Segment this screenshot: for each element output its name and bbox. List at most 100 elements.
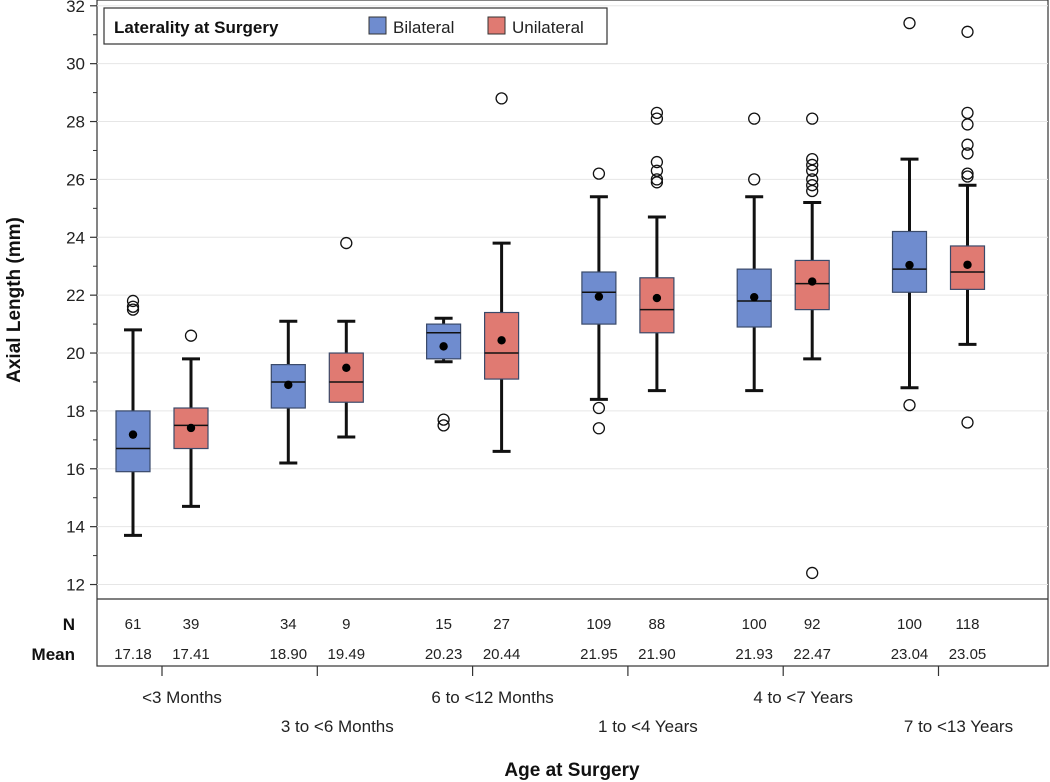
outlier-point <box>806 566 819 580</box>
legend-title: Laterality at Surgery <box>114 18 279 37</box>
outlier-point <box>961 170 974 183</box>
legend: Laterality at Surgery Bilateral Unilater… <box>103 7 608 45</box>
mean-marker <box>128 430 138 439</box>
box-iqr <box>115 410 151 473</box>
box-iqr <box>484 311 520 380</box>
stat-mean-value: 17.41 <box>172 646 210 663</box>
box-unilateral-3 <box>639 106 675 393</box>
stat-mean-value: 18.90 <box>270 646 308 663</box>
stat-mean-value: 21.95 <box>580 646 618 663</box>
outlier-point <box>437 413 450 426</box>
y-axis: 12 14 16 18 20 22 24 26 28 30 32 <box>66 0 97 595</box>
stat-n-value: 39 <box>183 616 200 633</box>
box-iqr <box>328 352 364 403</box>
stat-mean-value: 22.47 <box>793 646 831 663</box>
outlier-point <box>806 153 819 166</box>
stat-table: 61 17.18 34 18.90 15 20.23 109 21.95 100 21.93 100… <box>114 616 986 663</box>
stat-mean-value: 23.05 <box>949 646 987 663</box>
box-unilateral-5 <box>949 25 986 429</box>
stat-mean-value: 21.90 <box>638 646 676 663</box>
stat-label-n: N <box>63 615 75 634</box>
y-tick-label: 18 <box>66 402 85 421</box>
stat-n-value: 9 <box>342 616 350 633</box>
box-bilateral-0 <box>115 294 151 537</box>
box-bilateral-4 <box>736 112 772 393</box>
mean-marker <box>186 423 196 433</box>
outlier-point <box>806 173 819 186</box>
y-tick-label: 24 <box>66 228 85 247</box>
stat-n-value: 109 <box>586 616 611 633</box>
x-category-label: <3 Months <box>142 688 222 707</box>
box-unilateral-2 <box>484 92 520 453</box>
mean-marker <box>342 363 351 372</box>
outlier-point <box>806 158 819 172</box>
outlier-point <box>592 422 606 435</box>
outlier-point <box>592 167 606 180</box>
outlier-point <box>437 419 450 432</box>
outlier-point <box>592 401 606 415</box>
mean-marker <box>905 260 914 270</box>
stat-mean-value: 23.04 <box>891 646 929 663</box>
stat-n-value: 118 <box>956 616 980 633</box>
outlier-point <box>126 300 140 313</box>
box-bilateral-2 <box>426 316 462 432</box>
outlier-point <box>650 176 664 189</box>
x-axis: <3 Months 3 to <6 Months 6 to <12 Months 1 … <box>142 666 1013 736</box>
stat-mean-value: 17.18 <box>114 646 152 663</box>
y-tick-label: 32 <box>66 0 85 16</box>
outlier-point <box>126 303 140 316</box>
outlier-point <box>184 329 198 342</box>
outlier-point <box>748 112 761 125</box>
outlier-point <box>961 118 974 131</box>
box-iqr <box>639 277 675 334</box>
x-category-label: 1 to <4 Years <box>598 717 698 736</box>
outlier-point <box>806 179 819 192</box>
y-tick-label: 26 <box>66 170 85 189</box>
legend-label-bilateral: Bilateral <box>393 18 454 37</box>
y-tick-label: 28 <box>66 113 85 132</box>
box-iqr <box>794 259 830 311</box>
mean-marker <box>652 293 662 303</box>
box-bilateral-3 <box>581 167 617 435</box>
outlier-point <box>650 155 664 169</box>
box-bilateral-1 <box>270 319 306 465</box>
mean-marker <box>808 277 817 286</box>
box-iqr <box>173 407 209 450</box>
stat-mean-value: 20.23 <box>425 646 463 663</box>
legend-swatch-unilateral <box>487 16 506 35</box>
legend-swatch-bilateral <box>368 16 387 35</box>
box-iqr <box>949 245 986 290</box>
legend-frame <box>103 7 608 45</box>
stat-label-mean: Mean <box>32 645 75 664</box>
outlier-point <box>961 416 974 429</box>
stat-n-value: 34 <box>280 616 297 633</box>
outlier-point <box>961 167 974 180</box>
y-tick-label: 20 <box>66 344 85 363</box>
mean-marker <box>439 342 448 351</box>
x-axis-title: Age at Surgery <box>504 760 640 781</box>
box-unilateral-4 <box>794 112 830 580</box>
outlier-point <box>806 112 819 125</box>
stat-n-value: 92 <box>804 616 821 633</box>
outlier-point <box>650 112 664 125</box>
outlier-point <box>961 147 974 160</box>
plot-frame <box>96 0 1049 667</box>
y-axis-title: Axial Length (mm) <box>4 217 25 383</box>
gridlines <box>97 5 1048 586</box>
stat-n-value: 27 <box>493 616 510 633</box>
y-tick-label: 22 <box>66 286 85 305</box>
x-category-label: 7 to <13 Years <box>904 717 1013 736</box>
box-iqr <box>426 323 462 360</box>
outlier-point <box>650 164 664 177</box>
stat-n-value: 100 <box>897 616 922 633</box>
stat-mean-value: 21.93 <box>735 646 773 663</box>
outlier-point <box>650 106 664 120</box>
stat-n-value: 100 <box>742 616 767 633</box>
box-unilateral-0 <box>173 329 209 508</box>
stat-n-value: 88 <box>649 616 666 633</box>
legend-label-unilateral: Unilateral <box>512 18 584 37</box>
outlier-point <box>340 236 353 250</box>
stat-n-value: 61 <box>125 616 142 633</box>
mean-marker <box>594 292 604 301</box>
